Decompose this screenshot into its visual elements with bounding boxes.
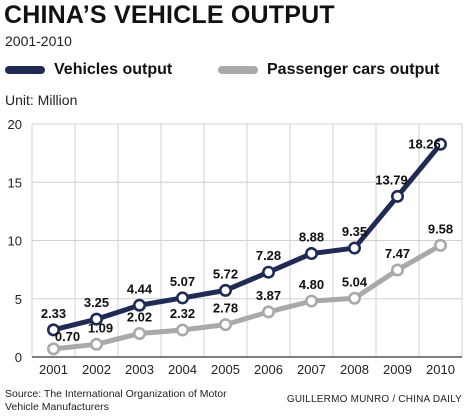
point-passenger-cars-2008 bbox=[347, 291, 361, 305]
x-tick-label-2006: 2006 bbox=[254, 362, 283, 377]
legend-swatch-passenger-cars bbox=[218, 66, 258, 74]
x-tick-label-2008: 2008 bbox=[340, 362, 369, 377]
x-tick-label-2007: 2007 bbox=[297, 362, 326, 377]
point-passenger-cars-2001 bbox=[46, 342, 60, 356]
legend-item-passenger-cars: Passenger cars output bbox=[218, 58, 440, 82]
legend-item-vehicles: Vehicles output bbox=[5, 58, 172, 82]
point-passenger-cars-2006 bbox=[261, 305, 275, 319]
point-passenger-cars-2003 bbox=[133, 326, 147, 340]
data-label-vehicles-2004: 5.07 bbox=[170, 274, 195, 289]
data-label-vehicles-2007: 8.88 bbox=[299, 230, 324, 245]
data-label-passenger-cars-2005: 2.78 bbox=[213, 301, 238, 316]
data-label-vehicles-2008: 9.35 bbox=[342, 224, 367, 239]
x-tick-label-2010: 2010 bbox=[426, 362, 455, 377]
point-passenger-cars-2005 bbox=[219, 318, 233, 332]
point-vehicles-2005 bbox=[219, 283, 233, 297]
y-tick-label-0: 0 bbox=[15, 350, 22, 365]
x-tick-label-2002: 2002 bbox=[82, 362, 111, 377]
y-tick-label-10: 10 bbox=[8, 234, 22, 249]
series-line-vehicles bbox=[51, 141, 443, 333]
credit-note: GUILLERMO MUNRO / CHINA DAILY bbox=[286, 394, 462, 405]
source-note: Source: The International Organization o… bbox=[5, 388, 227, 413]
unit-label: Unit: Million bbox=[5, 92, 78, 108]
data-label-passenger-cars-2009: 7.47 bbox=[385, 246, 410, 261]
point-vehicles-2004 bbox=[176, 291, 190, 305]
data-label-vehicles-2003: 4.44 bbox=[127, 281, 153, 296]
point-passenger-cars-2010 bbox=[433, 238, 447, 252]
data-label-vehicles-2010: 18.26 bbox=[408, 136, 441, 151]
point-vehicles-2001 bbox=[46, 323, 60, 337]
point-passenger-cars-2007 bbox=[304, 294, 318, 308]
series-line-passenger-cars bbox=[51, 242, 443, 352]
data-label-passenger-cars-2003: 2.02 bbox=[127, 309, 152, 324]
y-tick-label-15: 15 bbox=[8, 175, 22, 190]
point-passenger-cars-2004 bbox=[176, 323, 190, 337]
chart-subtitle: 2001-2010 bbox=[5, 33, 72, 49]
data-label-vehicles-2009: 13.79 bbox=[375, 172, 408, 187]
legend-label-vehicles: Vehicles output bbox=[54, 61, 173, 78]
point-passenger-cars-2009 bbox=[390, 263, 404, 277]
x-tick-label-2003: 2003 bbox=[125, 362, 154, 377]
data-label-passenger-cars-2008: 5.04 bbox=[342, 274, 368, 289]
legend-swatch-vehicles bbox=[5, 66, 45, 74]
data-label-passenger-cars-2006: 3.87 bbox=[256, 288, 281, 303]
point-vehicles-2008 bbox=[347, 241, 361, 255]
data-label-vehicles-2001: 2.33 bbox=[41, 306, 66, 321]
point-vehicles-2007 bbox=[304, 247, 318, 261]
x-tick-label-2009: 2009 bbox=[383, 362, 412, 377]
data-label-passenger-cars-2002: 1.09 bbox=[88, 320, 113, 335]
x-tick-label-2005: 2005 bbox=[211, 362, 240, 377]
point-vehicles-2003 bbox=[133, 298, 147, 312]
y-tick-label-5: 5 bbox=[15, 292, 22, 307]
data-label-vehicles-2006: 7.28 bbox=[256, 248, 281, 263]
data-label-passenger-cars-2007: 4.80 bbox=[299, 277, 324, 292]
point-vehicles-2009 bbox=[390, 189, 404, 203]
x-tick-label-2001: 2001 bbox=[39, 362, 68, 377]
data-label-vehicles-2005: 5.72 bbox=[213, 266, 238, 281]
y-tick-label-20: 20 bbox=[8, 117, 22, 132]
chart-title: CHINA’S VEHICLE OUTPUT bbox=[4, 1, 335, 29]
data-label-passenger-cars-2001: 0.70 bbox=[55, 329, 80, 344]
legend-label-passenger-cars: Passenger cars output bbox=[267, 61, 440, 78]
point-vehicles-2006 bbox=[261, 265, 275, 279]
point-vehicles-2002 bbox=[90, 312, 104, 326]
data-label-vehicles-2002: 3.25 bbox=[84, 295, 109, 310]
x-tick-label-2004: 2004 bbox=[168, 362, 197, 377]
data-label-passenger-cars-2010: 9.58 bbox=[428, 221, 453, 236]
point-passenger-cars-2002 bbox=[90, 337, 104, 351]
data-label-passenger-cars-2004: 2.32 bbox=[170, 306, 195, 321]
point-vehicles-2010 bbox=[433, 137, 447, 151]
